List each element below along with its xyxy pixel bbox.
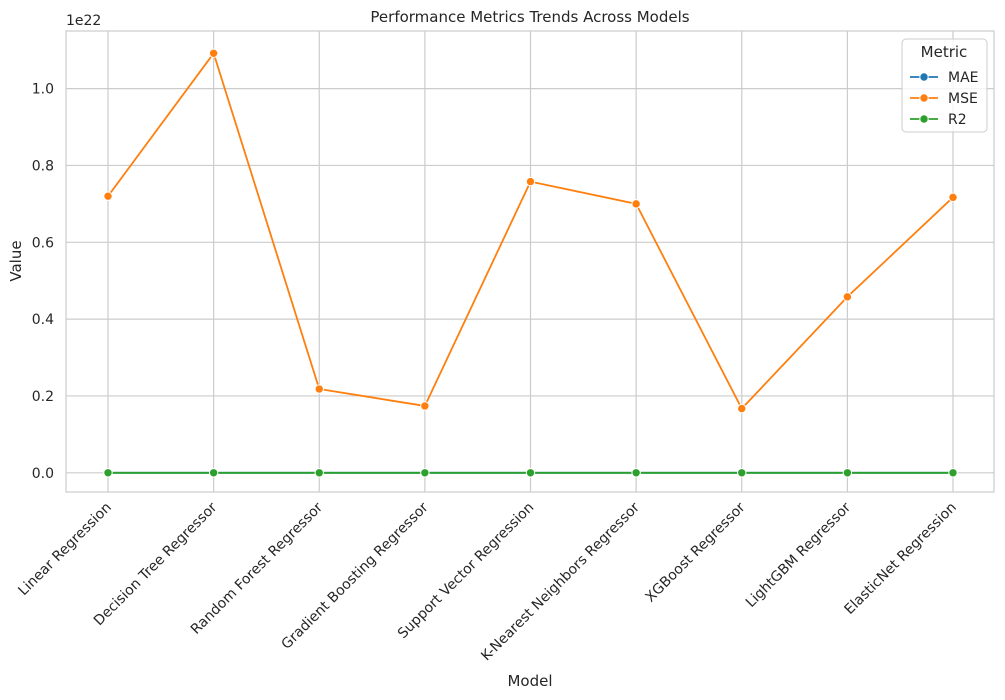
series-lines bbox=[103, 48, 958, 478]
data-point-mse bbox=[842, 292, 853, 302]
x-tick-label: Linear Regression bbox=[15, 500, 114, 599]
y-offset-label: 1e22 bbox=[66, 13, 101, 29]
data-point-mse bbox=[631, 199, 641, 209]
y-tick-labels: 0.0 0.2 0.4 0.6 0.8 1.0 bbox=[32, 82, 54, 482]
plot-frame bbox=[65, 30, 995, 493]
x-tick-label: ElasticNet Regression bbox=[842, 500, 960, 618]
legend-box bbox=[901, 38, 988, 133]
y-tick-label: 1.0 bbox=[32, 82, 54, 98]
data-point-r2 bbox=[420, 468, 430, 478]
data-point-r2 bbox=[631, 468, 641, 478]
legend-title: Metric bbox=[921, 43, 968, 61]
data-point-r2 bbox=[208, 468, 219, 478]
data-point-r2 bbox=[314, 468, 324, 478]
data-point-mse bbox=[103, 191, 113, 201]
y-tick-label: 0.0 bbox=[32, 466, 54, 482]
legend-label-mse: MSE bbox=[948, 91, 978, 107]
data-point-r2 bbox=[525, 468, 536, 478]
legend-marker-mse bbox=[919, 93, 929, 103]
x-axis-title: Model bbox=[507, 672, 552, 690]
y-tick-label: 0.6 bbox=[32, 235, 54, 251]
data-point-mse bbox=[948, 192, 958, 203]
grid bbox=[66, 31, 994, 492]
data-point-mse bbox=[737, 403, 747, 414]
legend-items: MAE MSE R2 bbox=[910, 70, 979, 128]
data-point-mse bbox=[208, 48, 219, 58]
legend-marker-r2 bbox=[919, 114, 929, 124]
data-point-r2 bbox=[842, 468, 853, 478]
data-point-r2 bbox=[737, 468, 747, 478]
x-tick-label: XGBoost Regressor bbox=[643, 499, 749, 605]
y-tick-label: 0.8 bbox=[32, 158, 54, 174]
data-point-mse bbox=[525, 176, 536, 187]
legend-label-mae: MAE bbox=[948, 70, 979, 86]
legend-marker-mae bbox=[919, 72, 929, 82]
data-point-r2 bbox=[948, 468, 958, 478]
x-tick-label: Decision Tree Regressor bbox=[91, 499, 221, 629]
y-tick-label: 0.4 bbox=[32, 312, 54, 328]
x-tick-label: LightGBM Regressor bbox=[743, 499, 855, 611]
data-point-mse bbox=[314, 384, 324, 394]
legend: Metric MAE MSE R2 bbox=[901, 38, 988, 133]
data-point-r2 bbox=[103, 468, 113, 478]
legend-label-r2: R2 bbox=[948, 112, 967, 128]
chart-title: Performance Metrics Trends Across Models bbox=[370, 8, 689, 26]
y-axis-title: Value bbox=[7, 240, 25, 281]
data-point-mse bbox=[420, 401, 430, 411]
y-tick-label: 0.2 bbox=[32, 389, 54, 405]
